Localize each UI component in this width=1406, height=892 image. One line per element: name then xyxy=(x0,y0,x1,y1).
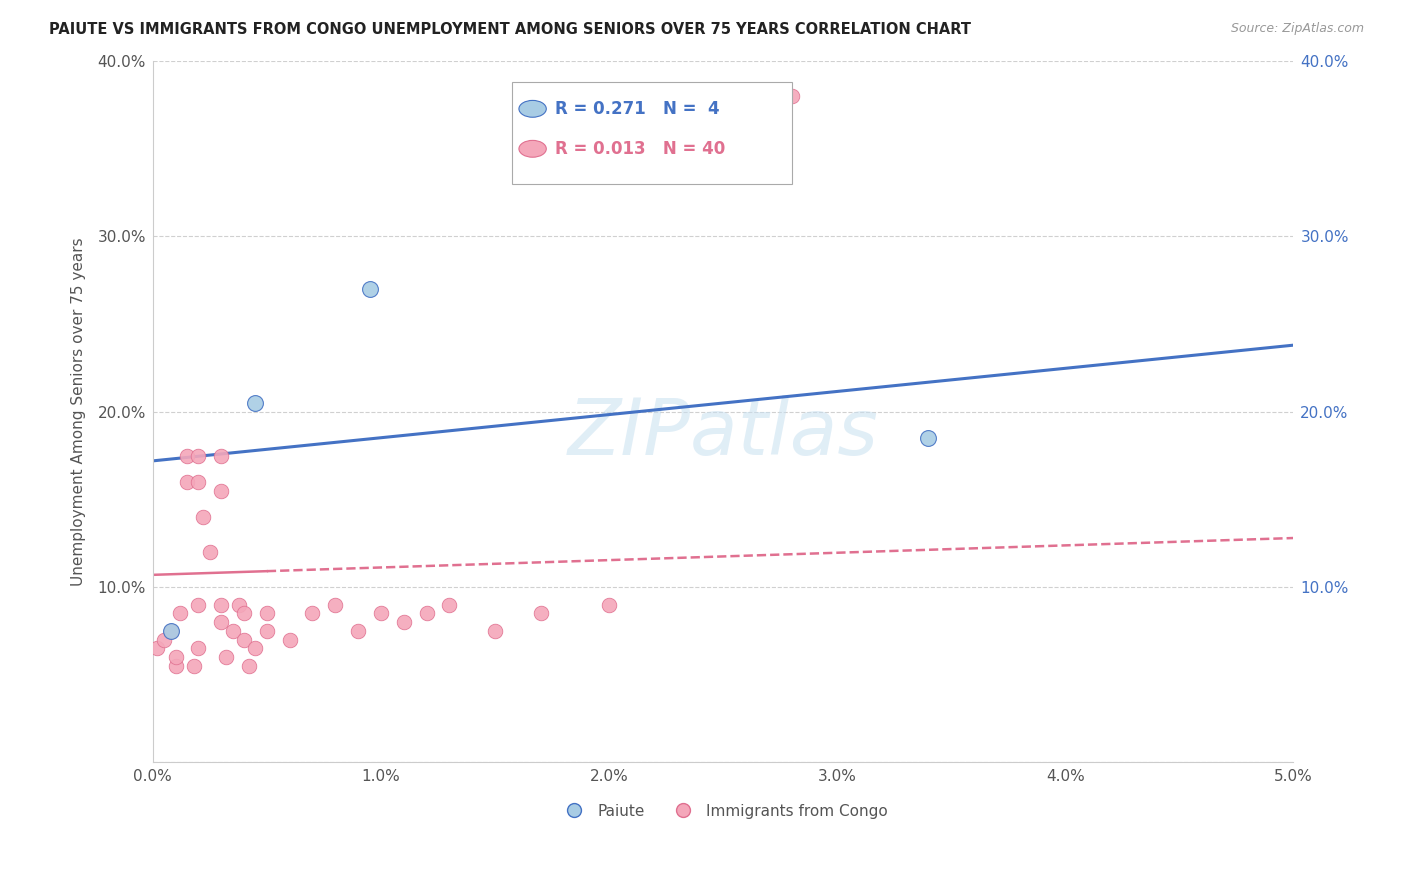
Point xyxy=(215,650,238,665)
Point xyxy=(245,641,267,656)
Point xyxy=(169,607,191,621)
Point xyxy=(238,659,260,673)
Y-axis label: Unemployment Among Seniors over 75 years: Unemployment Among Seniors over 75 years xyxy=(72,237,86,586)
Point xyxy=(233,607,256,621)
Point xyxy=(165,659,187,673)
Point xyxy=(191,510,214,524)
Text: R = 0.271   N =  4: R = 0.271 N = 4 xyxy=(555,100,720,118)
Point xyxy=(245,396,267,410)
Point xyxy=(209,483,232,498)
Point xyxy=(187,449,209,463)
Point xyxy=(359,282,381,296)
Text: PAIUTE VS IMMIGRANTS FROM CONGO UNEMPLOYMENT AMONG SENIORS OVER 75 YEARS CORRELA: PAIUTE VS IMMIGRANTS FROM CONGO UNEMPLOY… xyxy=(49,22,972,37)
Point xyxy=(484,624,506,638)
Point xyxy=(392,615,415,630)
Point xyxy=(153,632,176,647)
Point xyxy=(187,641,209,656)
Point xyxy=(278,632,301,647)
Point xyxy=(233,632,256,647)
Text: Source: ZipAtlas.com: Source: ZipAtlas.com xyxy=(1230,22,1364,36)
Circle shape xyxy=(519,101,547,117)
Circle shape xyxy=(519,140,547,157)
Point xyxy=(529,607,551,621)
Point xyxy=(256,624,278,638)
Point xyxy=(347,624,370,638)
Point xyxy=(256,607,278,621)
Point xyxy=(439,598,461,612)
Point xyxy=(598,598,620,612)
Point xyxy=(209,615,232,630)
Point xyxy=(780,89,803,103)
Point xyxy=(187,475,209,489)
Point xyxy=(183,659,205,673)
Point xyxy=(228,598,250,612)
Point xyxy=(160,624,183,638)
Point xyxy=(187,598,209,612)
Point xyxy=(301,607,323,621)
Legend: Paiute, Immigrants from Congo: Paiute, Immigrants from Congo xyxy=(553,797,893,825)
Text: ZIPatlas: ZIPatlas xyxy=(568,395,879,471)
Point xyxy=(209,598,232,612)
Point xyxy=(176,449,198,463)
Point xyxy=(370,607,392,621)
Point xyxy=(146,641,169,656)
Point xyxy=(221,624,243,638)
Point xyxy=(209,449,232,463)
Point xyxy=(165,650,187,665)
Point xyxy=(198,545,221,559)
Point xyxy=(917,431,939,445)
Point xyxy=(415,607,437,621)
Point xyxy=(323,598,346,612)
Point xyxy=(160,624,183,638)
Text: R = 0.013   N = 40: R = 0.013 N = 40 xyxy=(555,140,725,158)
Point xyxy=(176,475,198,489)
FancyBboxPatch shape xyxy=(512,82,792,184)
